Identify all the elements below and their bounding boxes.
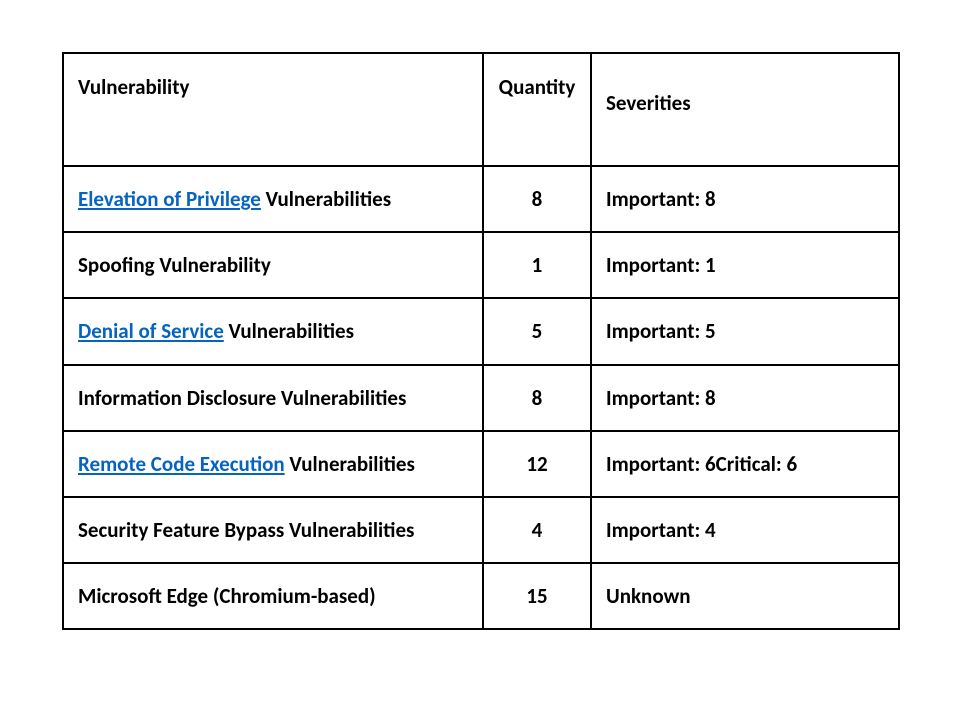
vulnerability-link[interactable]: Elevation of Privilege <box>78 186 261 212</box>
cell-vulnerability-content: Spoofing Vulnerability <box>64 233 482 297</box>
table-row: Denial of Service Vulnerabilities5Import… <box>63 298 899 364</box>
cell-severities-value: Important: 1 <box>592 233 898 297</box>
table-row: Information Disclosure Vulnerabilities 8I… <box>63 365 899 431</box>
cell-vulnerability-content: Remote Code Execution Vulnerabilities <box>64 432 482 496</box>
vulnerability-suffix: Vulnerabilities <box>224 318 354 344</box>
cell-quantity-value: 5 <box>484 299 590 363</box>
cell-quantity-value: 1 <box>484 233 590 297</box>
col-header-severities-label: Severities <box>592 54 898 165</box>
vulnerability-link[interactable]: Remote Code Execution <box>78 451 285 477</box>
cell-severities: Important: 5 <box>591 298 899 364</box>
cell-severities-value: Important: 6Critical: 6 <box>592 432 898 496</box>
cell-quantity: 1 <box>483 232 591 298</box>
table-row: Microsoft Edge (Chromium-based) 15Unknown <box>63 563 899 629</box>
vulnerability-text: Security Feature Bypass Vulnerabilities <box>78 517 414 543</box>
cell-vulnerability: Elevation of Privilege Vulnerabilities <box>63 166 483 232</box>
cell-severities: Important: 4 <box>591 497 899 563</box>
table-row: Remote Code Execution Vulnerabilities12I… <box>63 431 899 497</box>
cell-severities-value: Important: 8 <box>592 366 898 430</box>
table-header-row: Vulnerability Quantity Severities <box>63 53 899 166</box>
cell-quantity: 12 <box>483 431 591 497</box>
vulnerability-text: Information Disclosure Vulnerabilities <box>78 385 406 411</box>
col-header-vulnerability: Vulnerability <box>63 53 483 166</box>
cell-quantity-value: 15 <box>484 564 590 628</box>
cell-severities: Unknown <box>591 563 899 629</box>
table-row: Elevation of Privilege Vulnerabilities8I… <box>63 166 899 232</box>
cell-quantity-value: 8 <box>484 167 590 231</box>
col-header-severities: Severities <box>591 53 899 166</box>
cell-vulnerability-content: Information Disclosure Vulnerabilities <box>64 366 482 430</box>
cell-quantity-value: 12 <box>484 432 590 496</box>
cell-quantity: 15 <box>483 563 591 629</box>
vulnerabilities-table: Vulnerability Quantity Severities Elevat… <box>62 52 900 630</box>
vulnerability-link[interactable]: Denial of Service <box>78 318 224 344</box>
cell-vulnerability-content: Security Feature Bypass Vulnerabilities <box>64 498 482 562</box>
col-header-quantity-label: Quantity <box>484 54 590 149</box>
cell-vulnerability-content: Microsoft Edge (Chromium-based) <box>64 564 482 628</box>
cell-quantity: 8 <box>483 166 591 232</box>
cell-quantity: 4 <box>483 497 591 563</box>
cell-severities: Important: 6Critical: 6 <box>591 431 899 497</box>
cell-vulnerability: Microsoft Edge (Chromium-based) <box>63 563 483 629</box>
cell-quantity: 5 <box>483 298 591 364</box>
cell-quantity: 8 <box>483 365 591 431</box>
col-header-vulnerability-label: Vulnerability <box>64 54 482 149</box>
cell-quantity-value: 4 <box>484 498 590 562</box>
vulnerability-suffix: Vulnerabilities <box>261 186 391 212</box>
cell-severities-value: Unknown <box>592 564 898 628</box>
cell-vulnerability: Information Disclosure Vulnerabilities <box>63 365 483 431</box>
cell-severities: Important: 1 <box>591 232 899 298</box>
cell-severities: Important: 8 <box>591 365 899 431</box>
table-row: Security Feature Bypass Vulnerabilities 4… <box>63 497 899 563</box>
vulnerability-suffix: Vulnerabilities <box>285 451 415 477</box>
cell-vulnerability-content: Denial of Service Vulnerabilities <box>64 299 482 363</box>
cell-severities-value: Important: 8 <box>592 167 898 231</box>
cell-vulnerability-content: Elevation of Privilege Vulnerabilities <box>64 167 482 231</box>
cell-severities: Important: 8 <box>591 166 899 232</box>
cell-vulnerability: Spoofing Vulnerability <box>63 232 483 298</box>
vulnerability-text: Spoofing Vulnerability <box>78 252 271 278</box>
cell-vulnerability: Security Feature Bypass Vulnerabilities <box>63 497 483 563</box>
cell-vulnerability: Denial of Service Vulnerabilities <box>63 298 483 364</box>
cell-severities-value: Important: 5 <box>592 299 898 363</box>
table-row: Spoofing Vulnerability 1Important: 1 <box>63 232 899 298</box>
cell-vulnerability: Remote Code Execution Vulnerabilities <box>63 431 483 497</box>
col-header-quantity: Quantity <box>483 53 591 166</box>
vulnerability-text: Microsoft Edge (Chromium-based) <box>78 583 376 609</box>
cell-severities-value: Important: 4 <box>592 498 898 562</box>
cell-quantity-value: 8 <box>484 366 590 430</box>
